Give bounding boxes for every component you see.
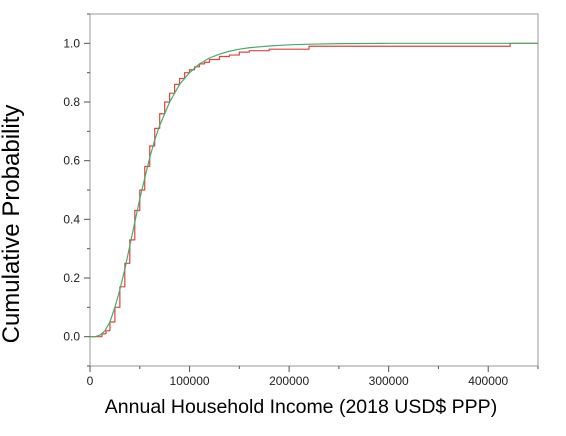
y-tick-label: 1.0	[63, 36, 80, 50]
x-tick-label: 200000	[269, 374, 309, 388]
x-tick-label: 0	[87, 374, 94, 388]
x-tick-label: 100000	[170, 374, 210, 388]
y-axis: 0.0 0.2 0.4 0.6 0.8 1.0	[63, 13, 90, 367]
series-layer	[90, 42, 538, 338]
y-tick-label: 0.2	[63, 271, 80, 285]
x-tick-label: 400000	[468, 374, 508, 388]
plot-area	[89, 13, 539, 367]
x-tick-label: 300000	[369, 374, 409, 388]
y-tick-label: 0.0	[63, 330, 80, 344]
x-axis-title: Annual Household Income (2018 USD$ PPP)	[104, 396, 498, 418]
fitted-cdf-line	[90, 42, 538, 338]
y-axis-title: Cumulative Probability	[0, 104, 25, 344]
y-tick-label: 0.4	[63, 212, 80, 226]
y-tick-label: 0.6	[63, 154, 80, 168]
y-tick-label: 0.8	[63, 95, 80, 109]
x-axis: 0 100000 200000 300000 400000	[87, 366, 539, 388]
empirical-cdf-line	[90, 42, 538, 338]
